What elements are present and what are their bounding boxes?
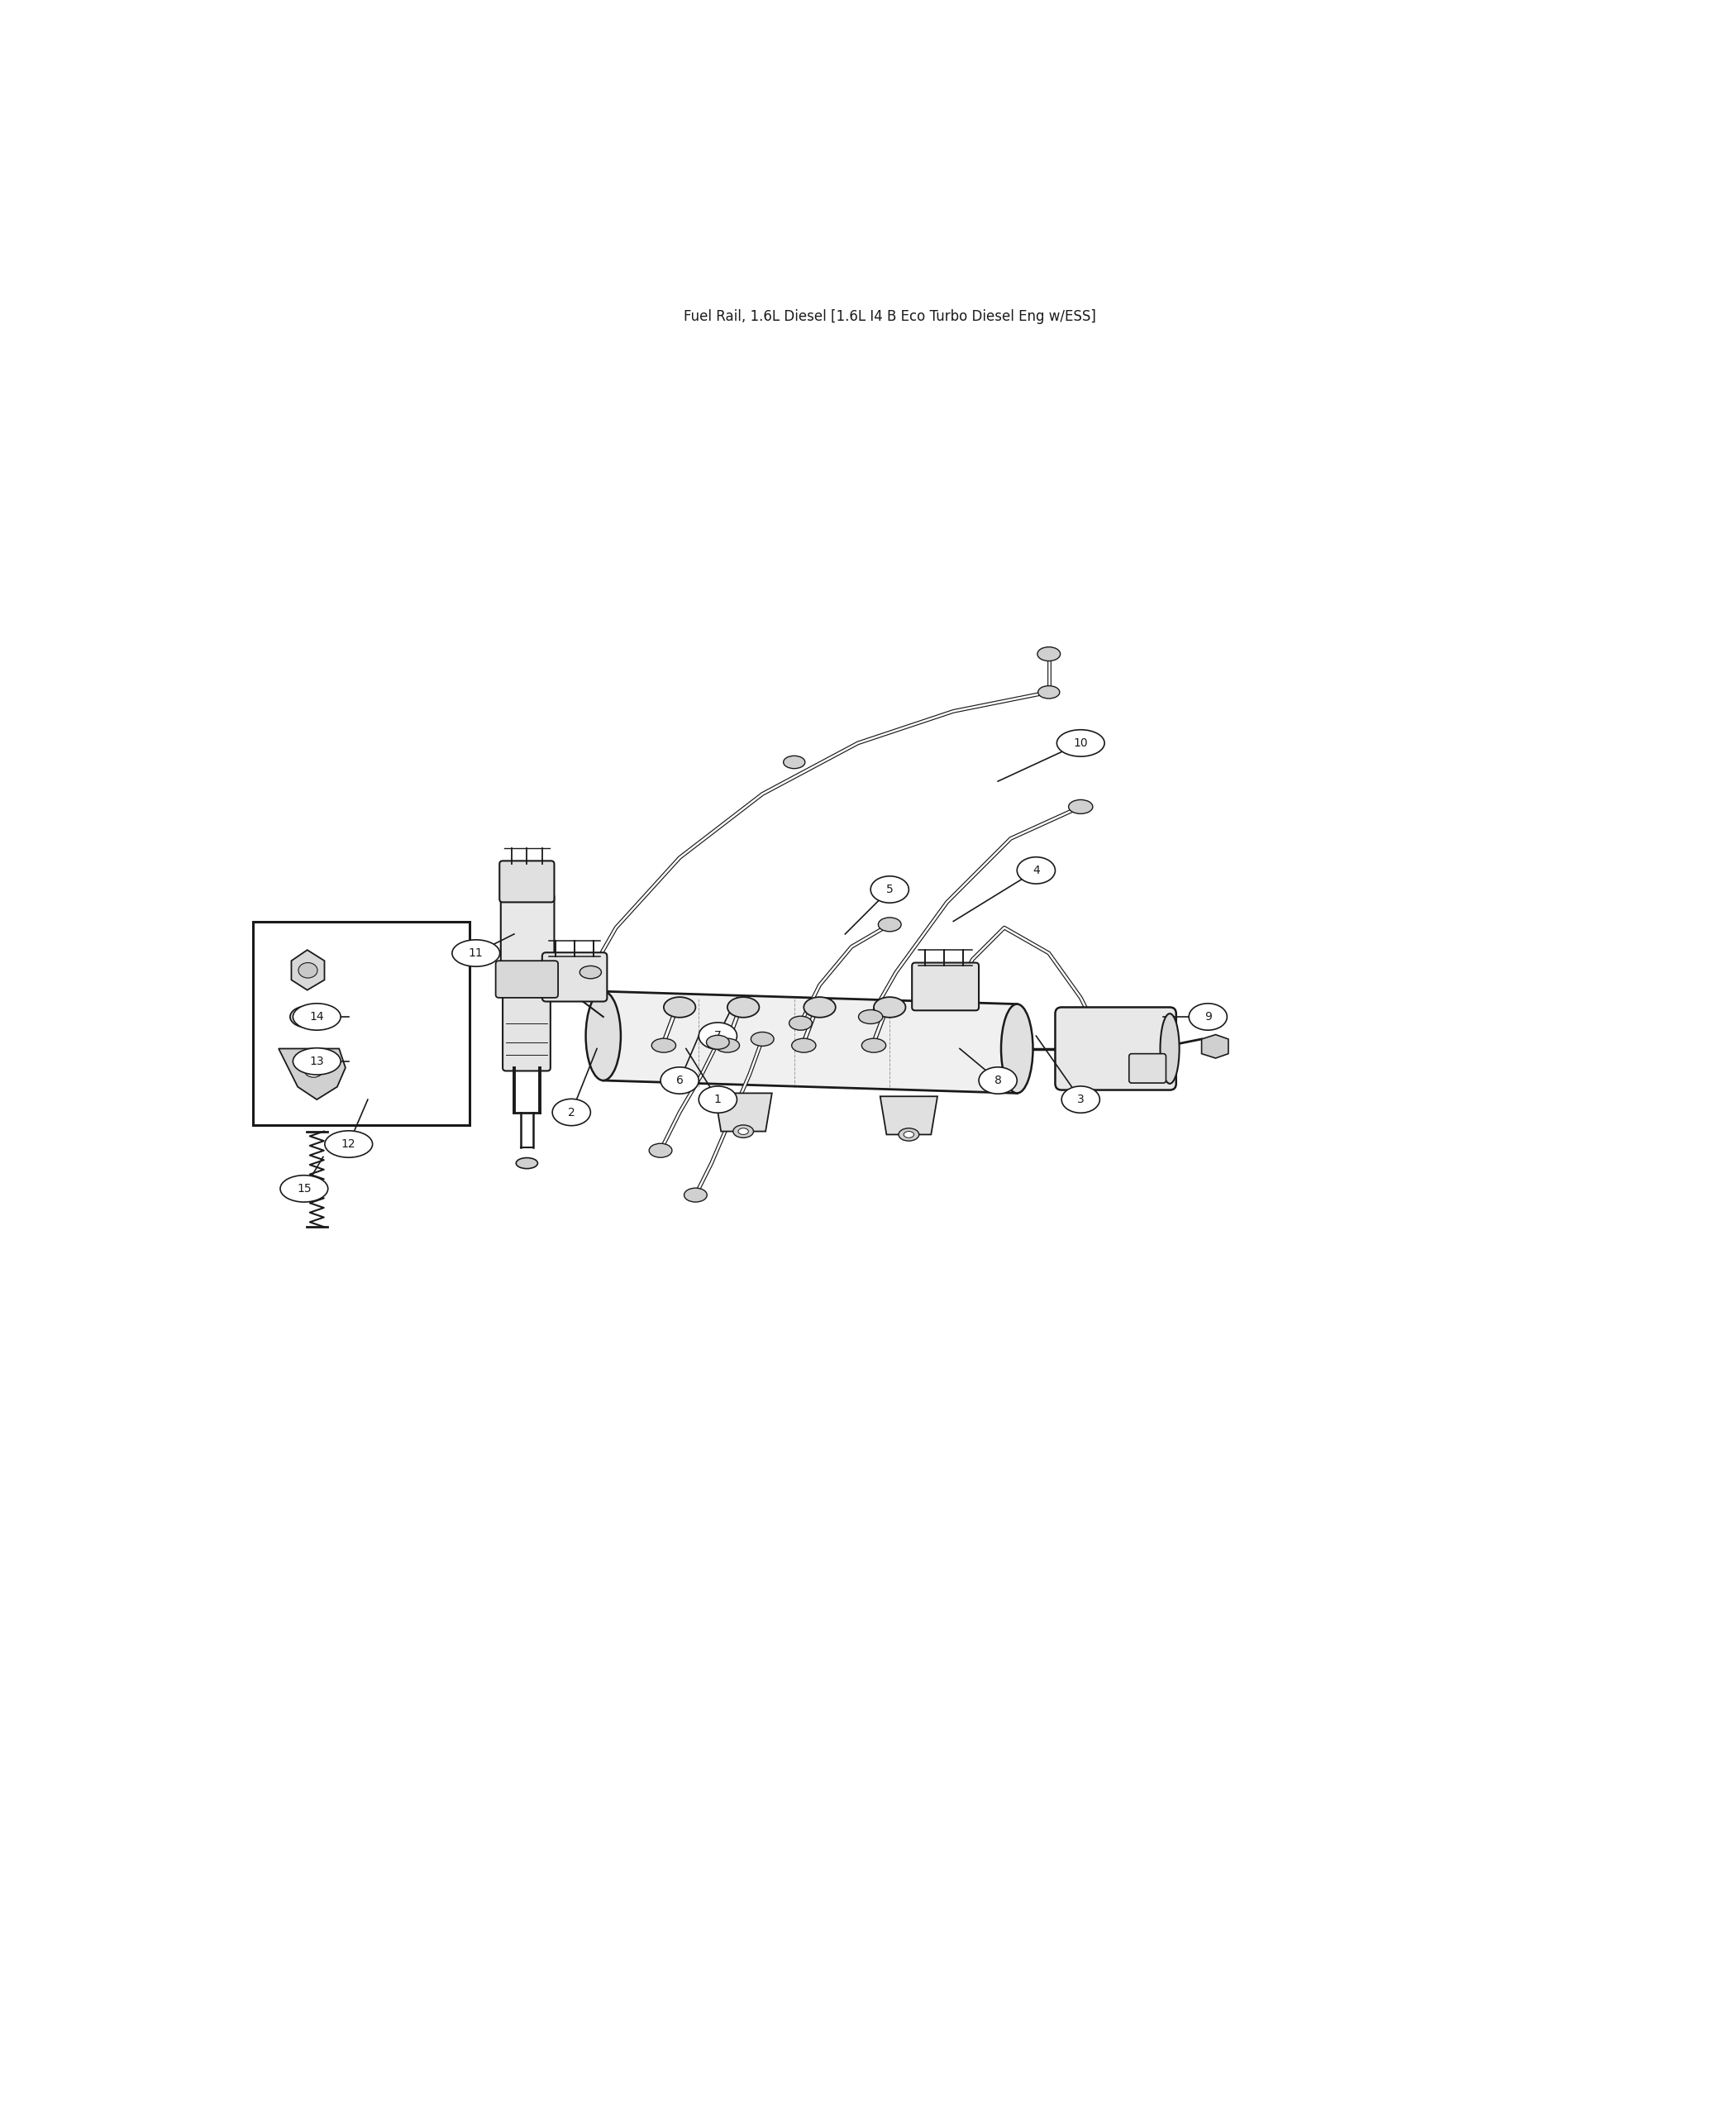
Ellipse shape: [698, 1022, 738, 1050]
FancyBboxPatch shape: [911, 963, 979, 1010]
Ellipse shape: [871, 877, 910, 902]
Polygon shape: [880, 1096, 937, 1134]
Ellipse shape: [1017, 858, 1055, 883]
Ellipse shape: [1062, 1086, 1101, 1113]
Text: 13: 13: [309, 1056, 325, 1067]
Ellipse shape: [792, 1039, 816, 1052]
Ellipse shape: [1038, 647, 1061, 662]
FancyBboxPatch shape: [542, 953, 608, 1001]
Ellipse shape: [899, 1128, 918, 1140]
Ellipse shape: [804, 997, 835, 1018]
Ellipse shape: [698, 1086, 738, 1113]
Ellipse shape: [752, 1033, 774, 1046]
Ellipse shape: [1038, 685, 1059, 698]
Ellipse shape: [1057, 729, 1104, 757]
Text: 3: 3: [1076, 1094, 1085, 1105]
Ellipse shape: [451, 940, 500, 965]
Text: 7: 7: [713, 1031, 722, 1041]
Ellipse shape: [299, 1012, 316, 1022]
Ellipse shape: [727, 997, 759, 1018]
Ellipse shape: [873, 997, 906, 1018]
FancyBboxPatch shape: [500, 894, 554, 970]
Polygon shape: [715, 1094, 773, 1132]
Ellipse shape: [580, 965, 601, 978]
Ellipse shape: [306, 1065, 323, 1077]
FancyBboxPatch shape: [503, 989, 550, 1071]
Ellipse shape: [660, 1067, 698, 1094]
Ellipse shape: [790, 1016, 812, 1031]
Ellipse shape: [859, 1010, 882, 1024]
Ellipse shape: [293, 1003, 340, 1031]
Text: 5: 5: [885, 883, 894, 896]
Ellipse shape: [293, 1048, 340, 1075]
Text: 10: 10: [1073, 738, 1088, 748]
Ellipse shape: [904, 1132, 913, 1138]
Ellipse shape: [299, 963, 318, 978]
Ellipse shape: [516, 1157, 538, 1168]
Text: 8: 8: [995, 1075, 1002, 1086]
FancyBboxPatch shape: [1055, 1008, 1177, 1090]
Polygon shape: [292, 951, 325, 991]
FancyBboxPatch shape: [1128, 1054, 1167, 1084]
Text: 12: 12: [342, 1138, 356, 1149]
Text: Fuel Rail, 1.6L Diesel [1.6L I4 B Eco Turbo Diesel Eng w/ESS]: Fuel Rail, 1.6L Diesel [1.6L I4 B Eco Tu…: [684, 310, 1095, 325]
Text: 1: 1: [713, 1094, 722, 1105]
Ellipse shape: [878, 917, 901, 932]
Polygon shape: [604, 991, 1017, 1094]
Text: 9: 9: [1205, 1012, 1212, 1022]
Ellipse shape: [1002, 1003, 1033, 1094]
Ellipse shape: [979, 1067, 1017, 1094]
Ellipse shape: [684, 1189, 707, 1202]
Ellipse shape: [1069, 799, 1092, 814]
Text: 15: 15: [297, 1183, 311, 1195]
Ellipse shape: [290, 1006, 326, 1027]
Text: 2: 2: [568, 1107, 575, 1117]
Ellipse shape: [707, 1035, 729, 1050]
Text: 6: 6: [675, 1075, 684, 1086]
Ellipse shape: [663, 997, 696, 1018]
Ellipse shape: [783, 757, 806, 769]
FancyBboxPatch shape: [496, 961, 557, 997]
Ellipse shape: [738, 1128, 748, 1134]
Ellipse shape: [649, 1143, 672, 1157]
Ellipse shape: [715, 1039, 740, 1052]
Ellipse shape: [651, 1039, 675, 1052]
Ellipse shape: [1189, 1003, 1227, 1031]
Bar: [253, 921, 469, 1126]
Text: 11: 11: [469, 946, 483, 959]
FancyBboxPatch shape: [500, 860, 554, 902]
Ellipse shape: [733, 1126, 753, 1138]
Ellipse shape: [552, 1098, 590, 1126]
Ellipse shape: [325, 1130, 373, 1157]
Ellipse shape: [861, 1039, 885, 1052]
Text: 4: 4: [1033, 864, 1040, 877]
Ellipse shape: [585, 991, 621, 1081]
Polygon shape: [278, 1048, 345, 1100]
Ellipse shape: [1160, 1014, 1179, 1084]
Ellipse shape: [279, 1176, 328, 1202]
Text: 14: 14: [309, 1012, 325, 1022]
Polygon shape: [1201, 1035, 1229, 1058]
